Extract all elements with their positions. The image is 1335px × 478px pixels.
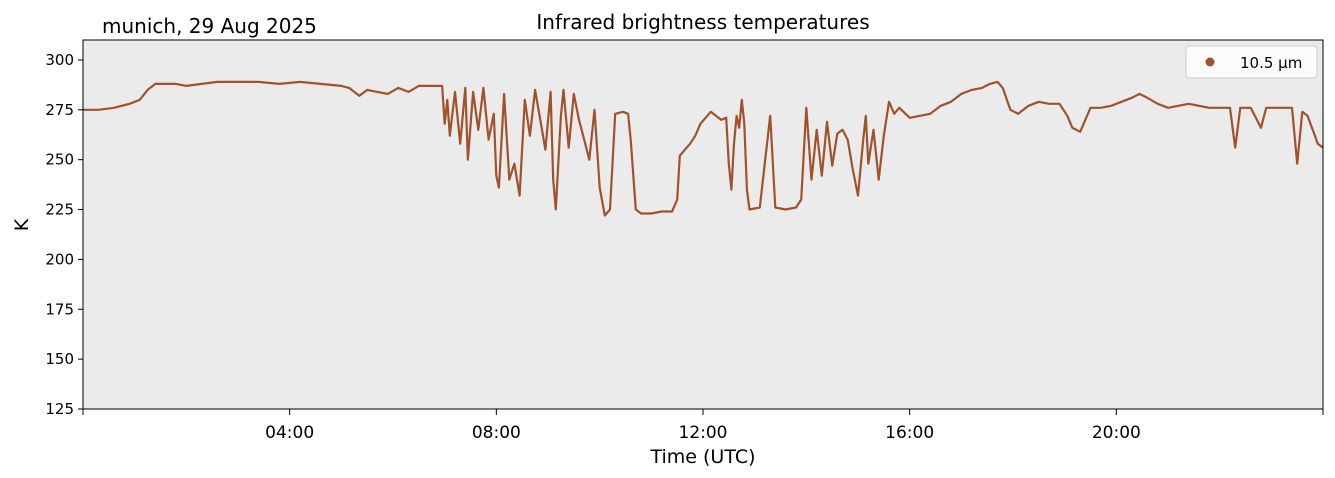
chart-subtitle: munich, 29 Aug 2025	[102, 14, 317, 38]
y-tick-label: 250	[45, 151, 74, 169]
series-layer	[83, 80, 1324, 217]
legend-marker	[1205, 57, 1215, 67]
legend: 10.5 µm	[1185, 45, 1318, 79]
y-tick-label: 175	[45, 300, 74, 318]
x-tick-label: 04:00	[265, 423, 314, 443]
y-axis: 125 150 175 200 225 250 275 300	[45, 51, 83, 418]
x-tick-label: 16:00	[885, 423, 934, 443]
y-tick-label: 200	[45, 250, 74, 268]
x-axis-label: Time (UTC)	[649, 446, 755, 468]
x-tick-label: 08:00	[472, 423, 521, 443]
y-tick-label: 300	[45, 51, 74, 69]
y-tick-label: 150	[45, 350, 74, 368]
chart-title: Infrared brightness temperatures	[536, 10, 869, 34]
legend-label: 10.5 µm	[1240, 54, 1302, 72]
x-tick-label: 20:00	[1092, 423, 1141, 443]
y-axis-label: K	[11, 218, 33, 231]
legend-box	[1185, 45, 1318, 79]
x-tick-label: 12:00	[679, 423, 728, 443]
x-axis: 04:00 08:00 12:00 16:00 20:00	[82, 409, 1324, 443]
y-tick-label: 275	[45, 101, 74, 119]
series-line-0	[83, 80, 1324, 217]
plot-area	[83, 40, 1323, 409]
y-tick-label: 225	[45, 201, 74, 219]
y-tick-label: 125	[45, 400, 74, 418]
